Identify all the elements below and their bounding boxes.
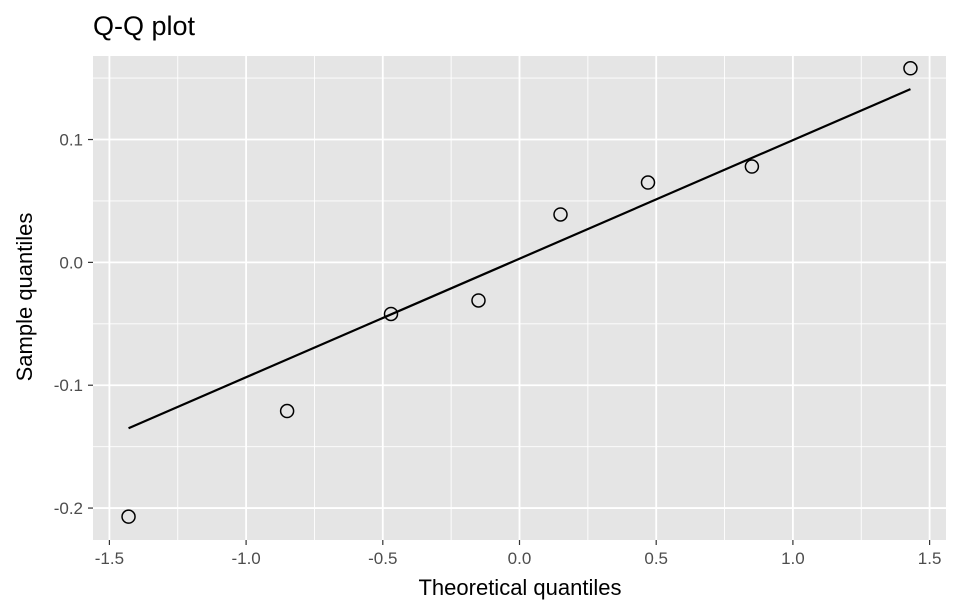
data-point xyxy=(553,207,568,222)
x-tick-label: 1.0 xyxy=(781,549,805,568)
x-tick-label: -0.5 xyxy=(368,549,397,568)
y-tick-label: -0.1 xyxy=(54,376,83,395)
x-tick-label: -1.0 xyxy=(231,549,260,568)
data-point xyxy=(383,306,399,322)
x-tick-label: 1.5 xyxy=(918,549,942,568)
x-tick-label: -1.5 xyxy=(95,549,124,568)
x-axis-title: Theoretical quantiles xyxy=(418,575,621,600)
data-point xyxy=(279,403,295,419)
y-axis: -0.2 -0.1 0.0 0.1 xyxy=(54,131,93,518)
reference-line-layer xyxy=(128,88,911,430)
data-point xyxy=(471,293,486,308)
major-gridlines xyxy=(93,56,946,540)
y-tick-label: 0.0 xyxy=(59,253,83,272)
qq-reference-line xyxy=(128,88,911,430)
chart-title: Q-Q plot xyxy=(93,11,196,41)
data-point xyxy=(744,159,760,174)
y-tick-label: 0.1 xyxy=(59,131,83,150)
data-point xyxy=(903,61,918,76)
y-axis-title: Sample quantiles xyxy=(12,213,37,382)
x-tick-label: 0.0 xyxy=(508,549,532,568)
data-point xyxy=(640,175,656,190)
data-point xyxy=(121,509,136,524)
data-points xyxy=(121,61,918,524)
x-axis: -1.5 -1.0 -0.5 0.0 0.5 1.0 1.5 xyxy=(95,540,942,568)
x-tick-label: 0.5 xyxy=(644,549,668,568)
y-tick-label: -0.2 xyxy=(54,499,83,518)
